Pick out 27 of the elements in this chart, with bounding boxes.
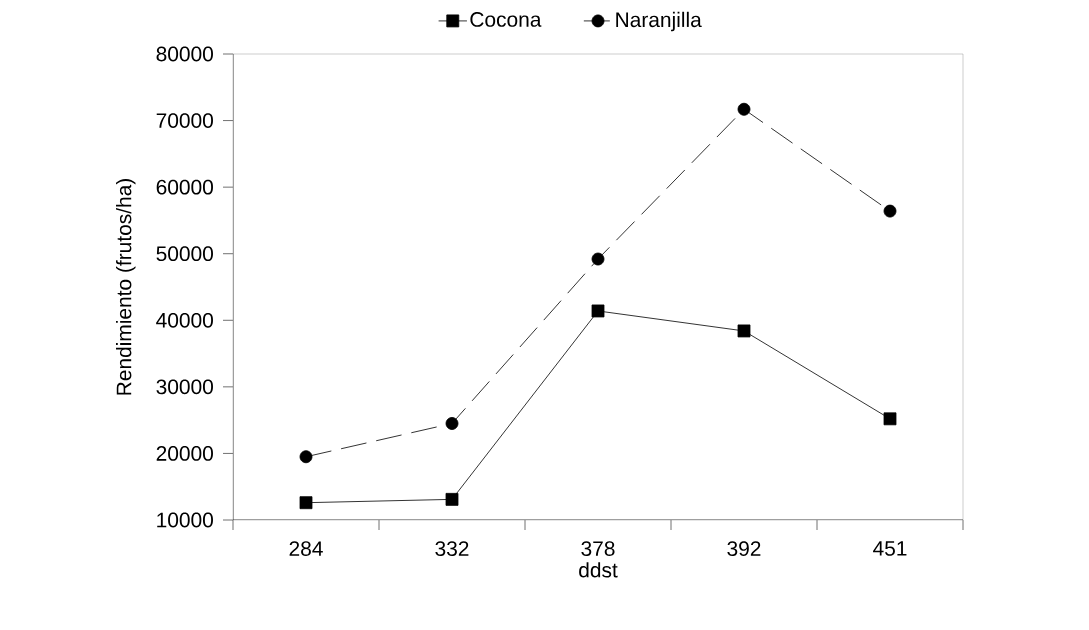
point [445,492,459,506]
y-axis-title: Rendimiento (frutos/ha) [116,179,136,395]
y-tick-label: 20000 [156,446,213,461]
legend-label: Cocona [470,12,542,27]
y-tick-label: 30000 [156,379,213,395]
point [737,102,751,116]
point [883,412,897,426]
point [445,417,459,430]
legend-label: Naranjilla [616,11,702,32]
point [883,204,897,218]
point [737,324,751,338]
y-tick-label: 50000 [156,246,213,262]
point [299,496,313,510]
x-axis-title: ddst [579,562,618,578]
x-tick-label: 284 [289,541,323,556]
y-tick-label: 70000 [156,113,213,128]
x-tick-label: 332 [435,541,469,556]
y-tick-label: 10000 [157,512,213,528]
point [299,450,313,464]
y-tick-label: 60000 [156,179,213,195]
y-tick-label: 40000 [156,312,213,328]
x-tick-label: 378 [581,541,615,556]
x-tick-label: 451 [873,541,907,556]
point [591,252,605,266]
point [591,304,605,318]
x-tick-label: 392 [727,541,761,556]
y-tick-label: 80000 [156,46,213,62]
